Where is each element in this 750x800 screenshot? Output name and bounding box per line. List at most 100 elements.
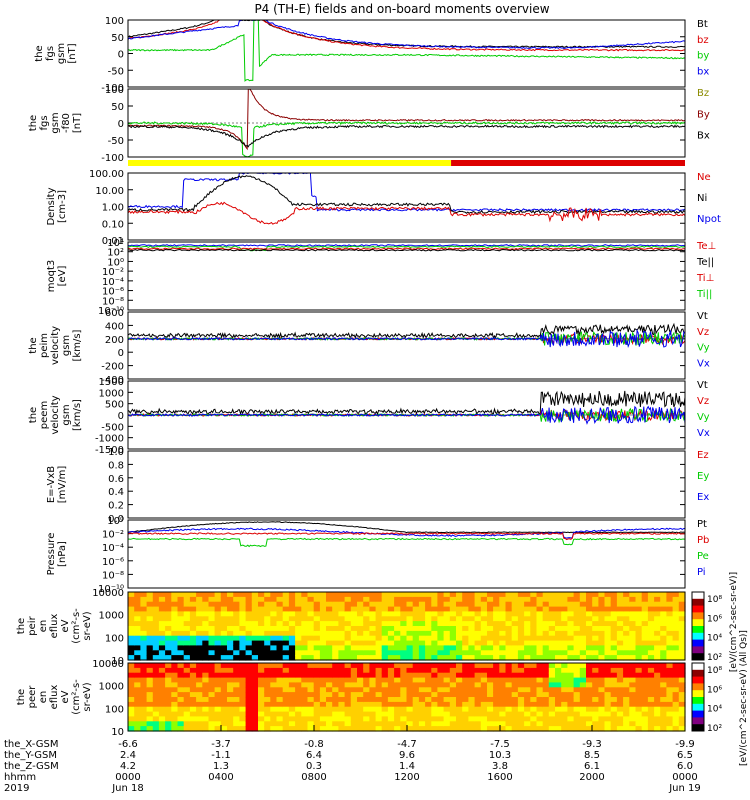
flux-cell-peer-flux	[517, 672, 525, 679]
flux-cell-peir-flux	[146, 626, 154, 632]
flux-cell-peir-flux	[604, 601, 612, 608]
flux-cell-peer-flux	[548, 706, 556, 713]
flux-cell-peer-flux	[202, 716, 210, 722]
flux-cell-peir-flux	[189, 611, 197, 617]
flux-cell-peer-flux	[158, 672, 166, 679]
flux-cell-peir-flux	[437, 626, 445, 632]
flux-cell-peir-flux	[474, 635, 482, 642]
legend-pressure-1: Pb	[697, 535, 709, 546]
flux-cell-peir-flux	[493, 655, 500, 661]
flux-cell-peer-flux	[146, 726, 154, 732]
flux-cell-peir-flux	[548, 596, 556, 603]
flux-cell-peer-flux	[134, 716, 141, 722]
flux-cell-peir-flux	[431, 655, 439, 661]
flux-cell-peer-flux	[369, 706, 377, 713]
flux-cell-peir-flux	[579, 640, 587, 647]
flux-cell-peer-flux	[394, 677, 401, 684]
flux-cell-peir-flux	[326, 611, 333, 617]
flux-cell-peer-flux	[288, 706, 296, 713]
flux-cell-peer-flux	[474, 706, 482, 713]
flux-cell-peer-flux	[350, 677, 358, 684]
flux-cell-peer-flux	[579, 687, 587, 693]
flux-cell-peir-flux	[474, 611, 482, 617]
flux-cell-peir-flux	[555, 650, 562, 656]
flux-cell-peir-flux	[375, 601, 383, 608]
flux-cell-peer-flux	[567, 692, 575, 698]
flux-cell-peer-flux	[214, 677, 222, 684]
flux-cell-peir-flux	[183, 596, 191, 603]
flux-cell-peer-flux	[437, 682, 445, 688]
xrow-4-value-0: Jun 18	[111, 783, 144, 794]
ylabel-density-1: [cm-3]	[57, 190, 68, 223]
flux-cell-peer-flux	[629, 672, 637, 679]
flux-cell-peir-flux	[381, 630, 389, 637]
flux-cell-peer-flux	[480, 677, 488, 684]
flux-cell-peir-flux	[344, 640, 352, 647]
flux-cell-peir-flux	[592, 635, 599, 642]
flux-cell-peir-flux	[666, 626, 674, 632]
flux-cell-peer-flux	[381, 701, 389, 708]
flux-cell-peir-flux	[517, 621, 525, 627]
flux-cell-peir-flux	[536, 601, 544, 608]
flux-cell-peer-flux	[270, 721, 278, 727]
flux-cell-peir-flux	[301, 655, 309, 661]
flux-cell-peer-flux	[387, 667, 395, 674]
flux-cell-peer-flux	[134, 711, 141, 718]
flux-cell-peir-flux	[332, 601, 339, 608]
flux-cell-peir-flux	[282, 611, 290, 617]
flux-cell-peer-flux	[586, 672, 593, 679]
line-by	[127, 19, 686, 82]
flux-cell-peir-flux	[140, 611, 148, 617]
flux-cell-peer-flux	[474, 687, 482, 693]
flux-cell-peir-flux	[189, 640, 197, 647]
flux-cell-peer-flux	[431, 697, 439, 703]
flux-cell-peir-flux	[542, 611, 550, 617]
flux-cell-peir-flux	[363, 606, 370, 613]
flux-cell-peir-flux	[369, 630, 377, 637]
flux-cell-peer-flux	[530, 701, 538, 708]
flux-cell-peir-flux	[258, 626, 265, 632]
flux-cell-peir-flux	[387, 640, 395, 647]
xrow-1-value-4: 10.3	[489, 750, 511, 761]
flux-cell-peir-flux	[381, 616, 389, 622]
flux-cell-peer-flux	[357, 663, 364, 669]
flux-cell-peer-flux	[264, 672, 271, 679]
flux-cell-peir-flux	[270, 630, 278, 637]
flux-cell-peir-flux	[177, 616, 185, 622]
flux-cell-peer-flux	[474, 667, 482, 674]
flux-cell-peer-flux	[623, 672, 630, 679]
flux-cell-peir-flux	[158, 630, 166, 637]
flux-cell-peer-flux	[623, 711, 630, 718]
flux-cell-peer-flux	[598, 663, 606, 669]
flux-cell-peer-flux	[134, 663, 141, 669]
flux-cell-peir-flux	[251, 655, 259, 661]
flux-cell-peir-flux	[158, 601, 166, 608]
flux-cell-peer-flux	[629, 663, 637, 669]
flux-cell-peir-flux	[369, 601, 377, 608]
flux-cell-peer-flux	[220, 687, 228, 693]
flux-cell-peir-flux	[425, 655, 432, 661]
flux-cell-peir-flux	[567, 626, 575, 632]
flux-cell-peer-flux	[140, 663, 148, 669]
flux-cell-peir-flux	[307, 635, 315, 642]
flux-cell-peer-flux	[468, 716, 476, 722]
flux-cell-peir-flux	[511, 621, 519, 627]
flux-cell-peir-flux	[313, 655, 321, 661]
flux-cell-peir-flux	[474, 592, 482, 598]
flux-cell-peir-flux	[326, 616, 333, 622]
flux-cell-peer-flux	[635, 667, 643, 674]
flux-cell-peir-flux	[623, 611, 630, 617]
flux-cell-peir-flux	[660, 592, 667, 598]
flux-cell-peer-flux	[474, 677, 482, 684]
flux-cell-peer-flux	[245, 672, 253, 679]
flux-cell-peer-flux	[530, 692, 538, 698]
flux-cell-peir-flux	[586, 601, 593, 608]
flux-cell-peer-flux	[610, 711, 618, 718]
flux-cell-peir-flux	[220, 601, 228, 608]
flux-cell-peer-flux	[128, 677, 135, 684]
flux-cell-peer-flux	[189, 687, 197, 693]
flux-cell-peir-flux	[146, 635, 154, 642]
flux-cell-peer-flux	[282, 667, 290, 674]
flux-cell-peer-flux	[233, 672, 240, 679]
flux-cell-peer-flux	[517, 663, 525, 669]
